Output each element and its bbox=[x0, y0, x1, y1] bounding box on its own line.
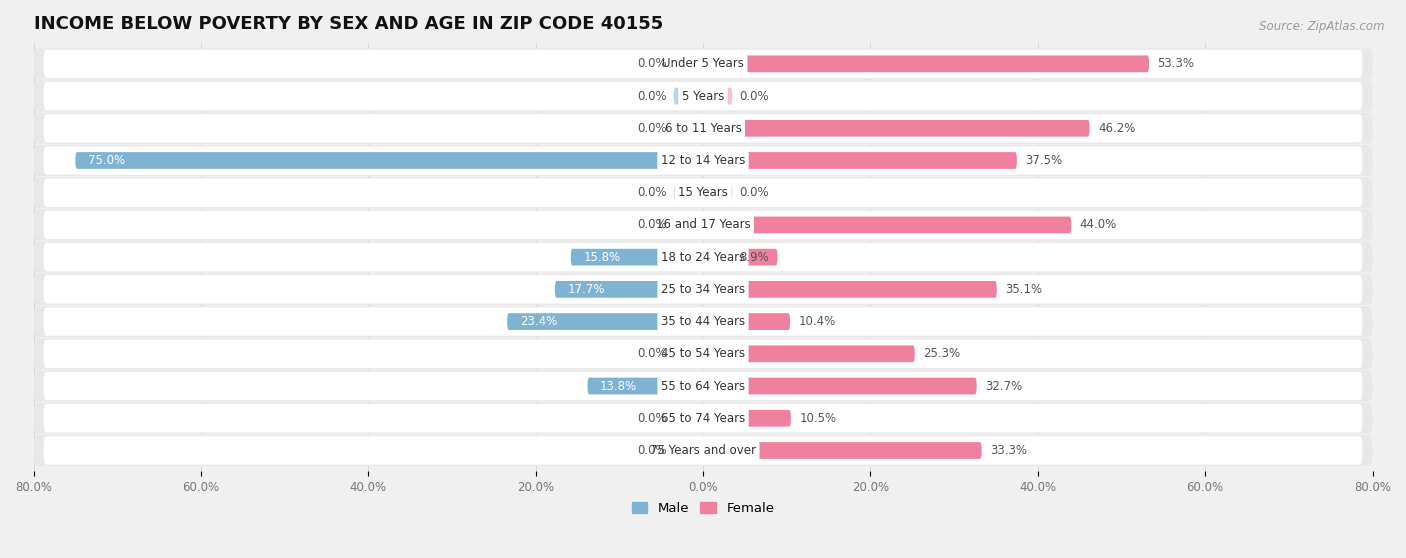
FancyBboxPatch shape bbox=[44, 82, 1362, 110]
FancyBboxPatch shape bbox=[703, 281, 997, 298]
Text: Source: ZipAtlas.com: Source: ZipAtlas.com bbox=[1260, 20, 1385, 32]
FancyBboxPatch shape bbox=[44, 243, 1362, 271]
Text: 0.0%: 0.0% bbox=[637, 412, 666, 425]
FancyBboxPatch shape bbox=[703, 120, 1090, 137]
Text: 15 Years: 15 Years bbox=[678, 186, 728, 199]
FancyBboxPatch shape bbox=[76, 152, 703, 169]
FancyBboxPatch shape bbox=[34, 113, 1372, 144]
FancyBboxPatch shape bbox=[673, 217, 703, 233]
FancyBboxPatch shape bbox=[703, 152, 1017, 169]
FancyBboxPatch shape bbox=[703, 217, 1071, 233]
FancyBboxPatch shape bbox=[673, 442, 703, 459]
FancyBboxPatch shape bbox=[44, 307, 1362, 336]
FancyBboxPatch shape bbox=[44, 436, 1362, 465]
FancyBboxPatch shape bbox=[508, 313, 703, 330]
FancyBboxPatch shape bbox=[703, 249, 778, 266]
FancyBboxPatch shape bbox=[44, 50, 1362, 78]
FancyBboxPatch shape bbox=[34, 306, 1372, 337]
FancyBboxPatch shape bbox=[44, 340, 1362, 368]
Text: 45 to 54 Years: 45 to 54 Years bbox=[661, 347, 745, 360]
Text: 0.0%: 0.0% bbox=[740, 186, 769, 199]
FancyBboxPatch shape bbox=[34, 209, 1372, 240]
FancyBboxPatch shape bbox=[703, 345, 915, 362]
Text: 0.0%: 0.0% bbox=[740, 89, 769, 103]
FancyBboxPatch shape bbox=[555, 281, 703, 298]
Text: 0.0%: 0.0% bbox=[637, 57, 666, 70]
FancyBboxPatch shape bbox=[44, 179, 1362, 207]
FancyBboxPatch shape bbox=[703, 378, 977, 395]
FancyBboxPatch shape bbox=[34, 177, 1372, 208]
Text: INCOME BELOW POVERTY BY SEX AND AGE IN ZIP CODE 40155: INCOME BELOW POVERTY BY SEX AND AGE IN Z… bbox=[34, 15, 662, 33]
Text: 18 to 24 Years: 18 to 24 Years bbox=[661, 251, 745, 264]
Text: 37.5%: 37.5% bbox=[1025, 154, 1063, 167]
Text: 33.3%: 33.3% bbox=[990, 444, 1026, 457]
Text: 10.5%: 10.5% bbox=[799, 412, 837, 425]
FancyBboxPatch shape bbox=[703, 410, 790, 427]
Text: 23.4%: 23.4% bbox=[520, 315, 557, 328]
FancyBboxPatch shape bbox=[34, 80, 1372, 112]
Text: 46.2%: 46.2% bbox=[1098, 122, 1136, 135]
Text: 0.0%: 0.0% bbox=[637, 444, 666, 457]
Text: 13.8%: 13.8% bbox=[600, 379, 637, 392]
FancyBboxPatch shape bbox=[673, 55, 703, 72]
FancyBboxPatch shape bbox=[673, 184, 703, 201]
Text: 32.7%: 32.7% bbox=[986, 379, 1022, 392]
FancyBboxPatch shape bbox=[703, 442, 981, 459]
FancyBboxPatch shape bbox=[673, 410, 703, 427]
FancyBboxPatch shape bbox=[703, 55, 1149, 72]
Text: 0.0%: 0.0% bbox=[637, 186, 666, 199]
Text: 16 and 17 Years: 16 and 17 Years bbox=[655, 218, 751, 232]
FancyBboxPatch shape bbox=[34, 274, 1372, 305]
FancyBboxPatch shape bbox=[703, 184, 733, 201]
Legend: Male, Female: Male, Female bbox=[626, 497, 780, 521]
FancyBboxPatch shape bbox=[34, 49, 1372, 79]
Text: 65 to 74 Years: 65 to 74 Years bbox=[661, 412, 745, 425]
Text: Under 5 Years: Under 5 Years bbox=[662, 57, 744, 70]
Text: 0.0%: 0.0% bbox=[637, 347, 666, 360]
FancyBboxPatch shape bbox=[703, 313, 790, 330]
Text: 0.0%: 0.0% bbox=[637, 218, 666, 232]
FancyBboxPatch shape bbox=[673, 120, 703, 137]
Text: 5 Years: 5 Years bbox=[682, 89, 724, 103]
FancyBboxPatch shape bbox=[44, 211, 1362, 239]
Text: 15.8%: 15.8% bbox=[583, 251, 620, 264]
Text: 75 Years and over: 75 Years and over bbox=[650, 444, 756, 457]
Text: 35 to 44 Years: 35 to 44 Years bbox=[661, 315, 745, 328]
FancyBboxPatch shape bbox=[34, 242, 1372, 273]
FancyBboxPatch shape bbox=[673, 345, 703, 362]
FancyBboxPatch shape bbox=[34, 145, 1372, 176]
Text: 53.3%: 53.3% bbox=[1157, 57, 1195, 70]
Text: 8.9%: 8.9% bbox=[740, 251, 769, 264]
Text: 75.0%: 75.0% bbox=[89, 154, 125, 167]
Text: 12 to 14 Years: 12 to 14 Years bbox=[661, 154, 745, 167]
FancyBboxPatch shape bbox=[44, 114, 1362, 142]
FancyBboxPatch shape bbox=[703, 88, 733, 104]
FancyBboxPatch shape bbox=[44, 275, 1362, 304]
FancyBboxPatch shape bbox=[34, 338, 1372, 369]
FancyBboxPatch shape bbox=[571, 249, 703, 266]
Text: 0.0%: 0.0% bbox=[637, 89, 666, 103]
FancyBboxPatch shape bbox=[44, 146, 1362, 175]
FancyBboxPatch shape bbox=[44, 372, 1362, 400]
FancyBboxPatch shape bbox=[34, 371, 1372, 402]
Text: 44.0%: 44.0% bbox=[1080, 218, 1116, 232]
FancyBboxPatch shape bbox=[588, 378, 703, 395]
Text: 25.3%: 25.3% bbox=[924, 347, 960, 360]
Text: 25 to 34 Years: 25 to 34 Years bbox=[661, 283, 745, 296]
Text: 35.1%: 35.1% bbox=[1005, 283, 1042, 296]
FancyBboxPatch shape bbox=[34, 435, 1372, 466]
Text: 6 to 11 Years: 6 to 11 Years bbox=[665, 122, 741, 135]
FancyBboxPatch shape bbox=[44, 404, 1362, 432]
Text: 17.7%: 17.7% bbox=[568, 283, 605, 296]
FancyBboxPatch shape bbox=[673, 88, 703, 104]
Text: 55 to 64 Years: 55 to 64 Years bbox=[661, 379, 745, 392]
Text: 10.4%: 10.4% bbox=[799, 315, 835, 328]
Text: 0.0%: 0.0% bbox=[637, 122, 666, 135]
FancyBboxPatch shape bbox=[34, 403, 1372, 434]
